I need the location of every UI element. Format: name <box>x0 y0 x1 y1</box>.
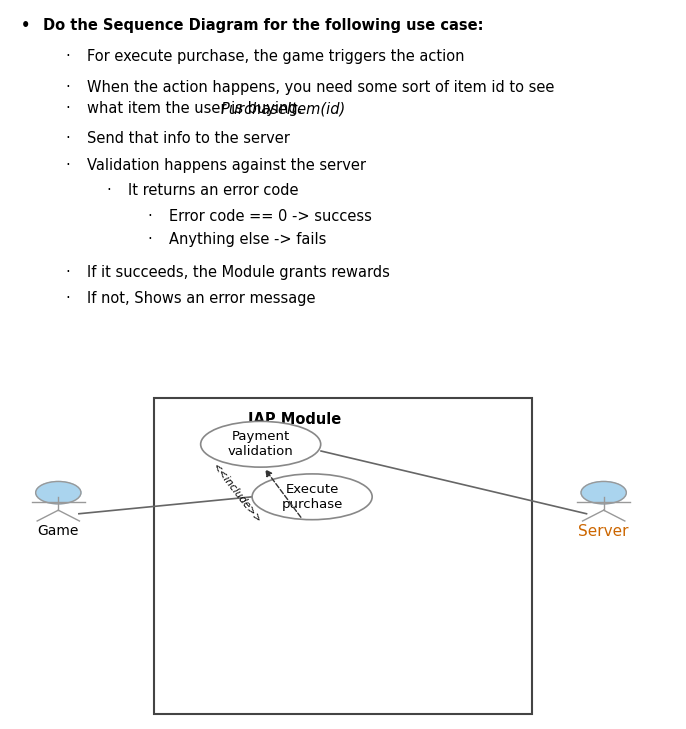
Bar <box>154 399 532 714</box>
Text: Error code == 0 -> success: Error code == 0 -> success <box>169 208 372 224</box>
Text: It returns an error code: It returns an error code <box>128 183 299 198</box>
Text: Anything else -> fails: Anything else -> fails <box>169 232 327 247</box>
Text: If not, Shows an error message: If not, Shows an error message <box>87 291 316 305</box>
Text: ·: · <box>65 49 70 63</box>
Text: IAP Module: IAP Module <box>248 412 342 427</box>
Text: Validation happens against the server: Validation happens against the server <box>87 158 366 173</box>
Ellipse shape <box>252 474 372 520</box>
Text: ·: · <box>106 183 111 198</box>
Circle shape <box>36 481 81 504</box>
Text: Do the Sequence Diagram for the following use case:: Do the Sequence Diagram for the followin… <box>43 17 483 33</box>
Text: Send that info to the server: Send that info to the server <box>87 130 290 146</box>
Text: When the action happens, you need some sort of item id to see: When the action happens, you need some s… <box>87 80 554 95</box>
Text: •: • <box>21 17 30 33</box>
Text: PurchaseItem(id): PurchaseItem(id) <box>221 101 346 117</box>
Text: what item the user is buying.: what item the user is buying. <box>87 101 307 117</box>
Text: ·: · <box>65 291 70 305</box>
Circle shape <box>581 481 626 504</box>
Text: <<include>>: <<include>> <box>211 461 263 525</box>
Text: ·: · <box>65 101 70 117</box>
Text: If it succeeds, the Module grants rewards: If it succeeds, the Module grants reward… <box>87 265 390 280</box>
Text: Server: Server <box>578 524 629 539</box>
Ellipse shape <box>200 421 320 467</box>
Text: Game: Game <box>38 524 79 538</box>
Text: ·: · <box>65 158 70 173</box>
Text: For execute purchase, the game triggers the action: For execute purchase, the game triggers … <box>87 49 464 63</box>
Text: ·: · <box>147 232 152 247</box>
Text: ·: · <box>147 208 152 224</box>
Text: ·: · <box>65 130 70 146</box>
Text: ·: · <box>65 80 70 95</box>
Text: Payment
validation: Payment validation <box>228 430 294 459</box>
Text: Execute
purchase: Execute purchase <box>281 483 343 511</box>
Text: ·: · <box>65 265 70 280</box>
